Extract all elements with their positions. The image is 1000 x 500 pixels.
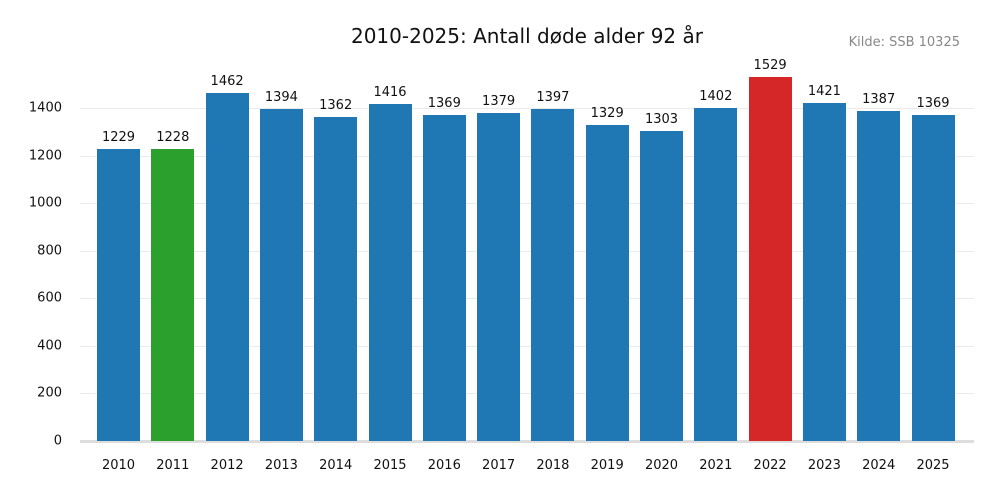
bar-2019 — [585, 124, 629, 441]
x-tick-label: 2013 — [264, 458, 298, 473]
x-tick-label: 2010 — [101, 458, 136, 473]
bar-2023 — [802, 103, 846, 441]
value-label: 1416 — [373, 85, 407, 101]
value-label: 1228 — [156, 129, 190, 145]
source-note: Kilde: SSB 10325 — [848, 35, 960, 50]
value-label: 1394 — [264, 90, 298, 106]
bar-2018 — [531, 108, 575, 441]
x-tick-label: 2022 — [753, 458, 787, 473]
value-label: 1387 — [862, 92, 896, 108]
x-tick-label: 2016 — [427, 458, 461, 473]
gridline — [80, 108, 974, 109]
bar-2012 — [205, 93, 249, 441]
value-label: 1369 — [916, 96, 950, 112]
value-label: 1421 — [807, 84, 841, 99]
y-tick-label: 0 — [53, 433, 62, 449]
value-label: 1379 — [482, 93, 516, 109]
bar-2022 — [748, 77, 792, 441]
bar-2024 — [857, 111, 901, 441]
x-axis-line — [80, 440, 974, 443]
value-label: 1369 — [427, 96, 461, 112]
y-tick-label: 1400 — [28, 100, 62, 116]
x-tick-label: 2012 — [210, 458, 244, 473]
value-label: 1402 — [699, 88, 733, 104]
value-label: 1397 — [536, 89, 570, 105]
gridline — [80, 203, 974, 205]
bar-2015 — [368, 104, 412, 441]
gridline — [80, 393, 974, 395]
bar-2014 — [314, 117, 358, 441]
gridline — [80, 345, 974, 347]
y-tick-label: 200 — [37, 385, 62, 401]
y-tick-label: 1200 — [28, 148, 62, 164]
y-tick-label: 400 — [37, 338, 62, 354]
value-label: 1362 — [319, 98, 353, 114]
value-label: 1303 — [644, 112, 679, 128]
x-tick-label: 2020 — [644, 458, 679, 473]
y-tick-label: 600 — [37, 290, 62, 306]
bar-2013 — [259, 109, 303, 441]
bar-2016 — [422, 115, 466, 441]
bar-2017 — [477, 112, 521, 441]
x-tick-label: 2017 — [482, 458, 516, 473]
x-tick-label: 2015 — [373, 458, 407, 473]
chart-title: 2010-2025: Antall døde alder 92 år — [350, 24, 703, 48]
value-label: 1229 — [101, 129, 136, 145]
x-tick-label: 2014 — [319, 458, 353, 473]
value-label: 1529 — [753, 58, 787, 74]
x-tick-label: 2011 — [156, 458, 190, 473]
gridline — [80, 155, 974, 157]
plot-area: 1229 1228 1462 1394 1362 1416 1369 1379 1397 1329… — [80, 58, 974, 443]
x-tick-label: 2023 — [807, 458, 841, 473]
value-label: 1329 — [590, 105, 624, 121]
y-tick-label: 1000 — [28, 195, 62, 211]
bar-2025 — [911, 115, 955, 441]
gridline — [80, 250, 974, 252]
bar-2020 — [640, 131, 683, 441]
y-tick-label: 800 — [37, 243, 62, 259]
x-tick-label: 2018 — [536, 458, 570, 473]
bar-2021 — [694, 107, 738, 441]
x-tick-label: 2024 — [862, 458, 896, 473]
bar-2011 — [151, 148, 195, 441]
gridline — [80, 298, 974, 300]
x-tick-label: 2019 — [590, 458, 624, 473]
value-label: 1462 — [210, 74, 244, 90]
x-tick-label: 2025 — [916, 458, 950, 473]
x-tick-label: 2021 — [699, 458, 733, 473]
bar-2010 — [97, 148, 140, 441]
